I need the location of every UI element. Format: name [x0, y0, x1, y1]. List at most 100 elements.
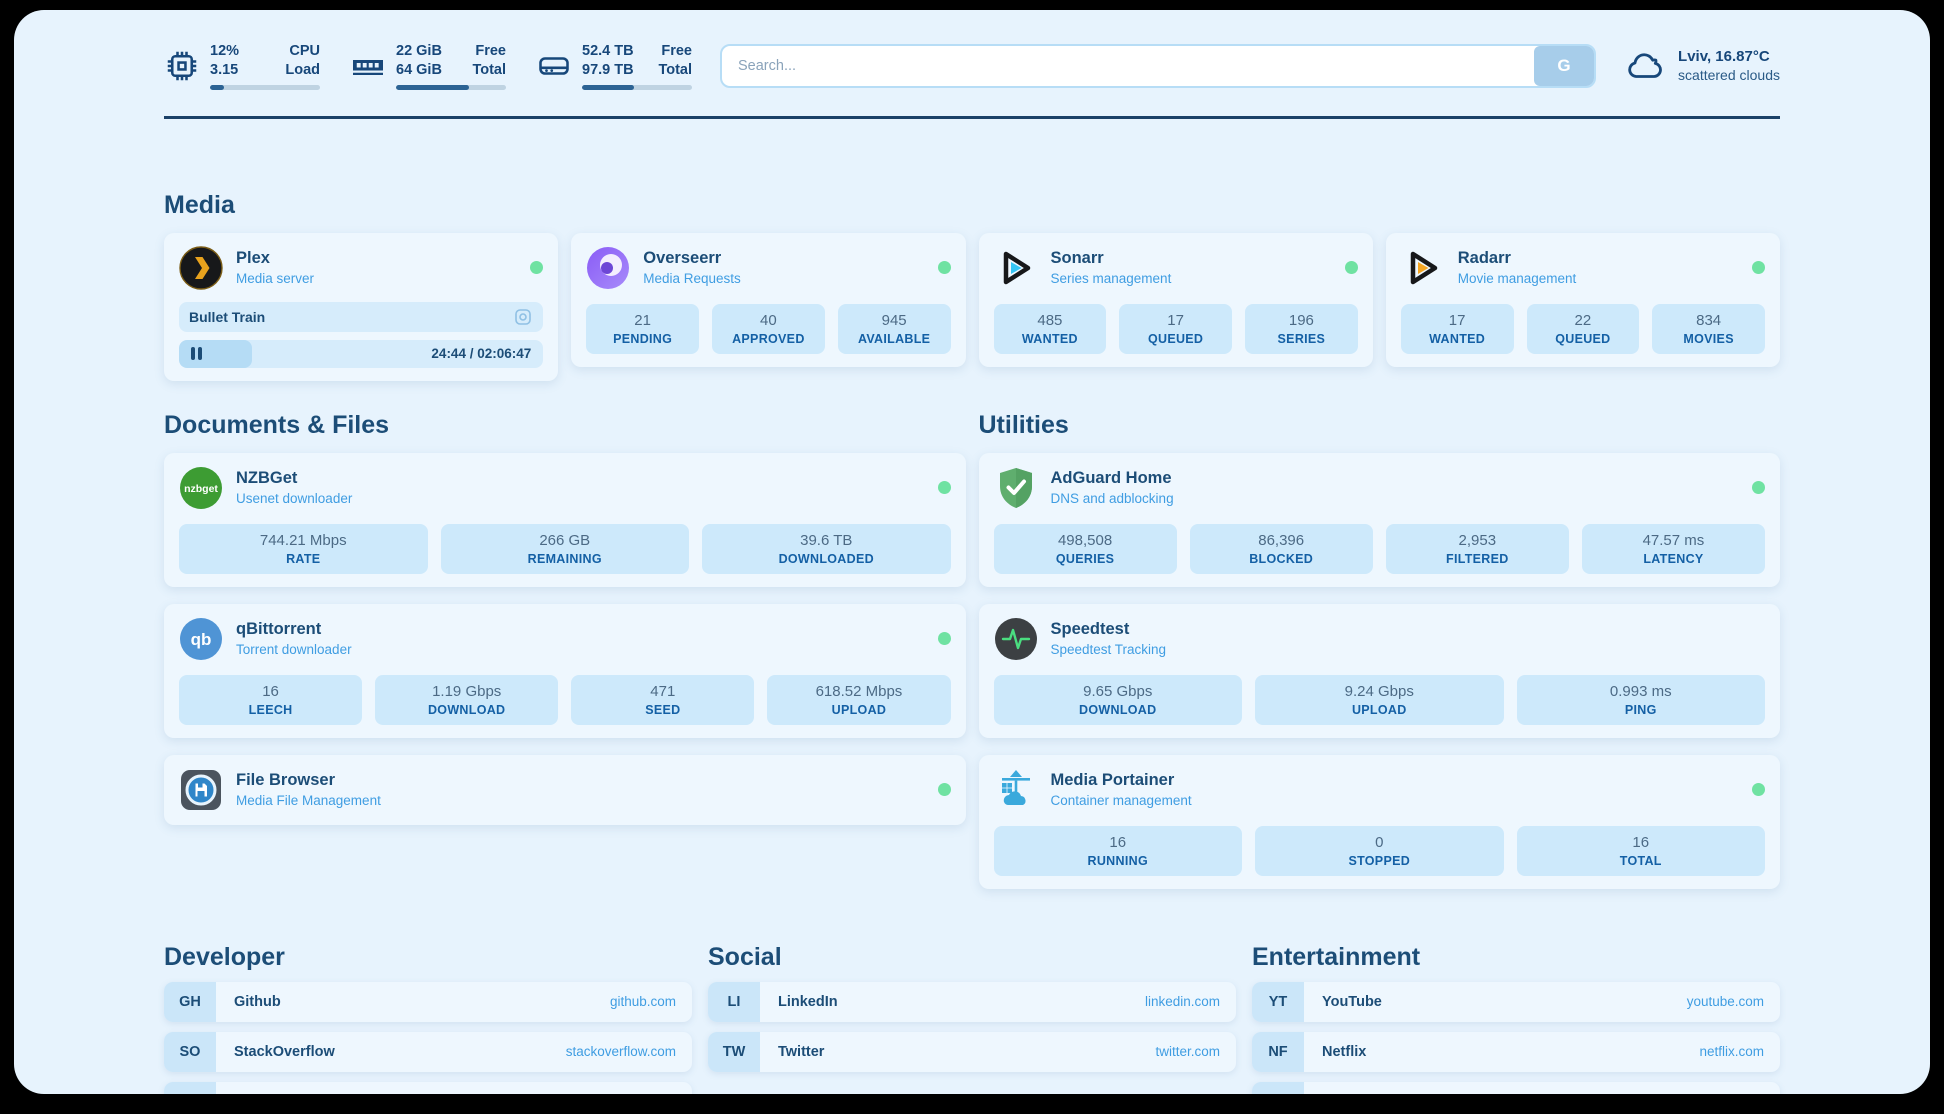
disk-progress-track — [582, 84, 692, 90]
sonarr-status-dot — [1344, 261, 1358, 275]
card-radarr[interactable]: Radarr Movie management 17 WANTED 22 QUEUE… — [1385, 232, 1780, 367]
speedtest-stat-ping: 0.993 ms PING — [1516, 674, 1765, 725]
link-twitter[interactable]: TW Twitter twitter.com — [708, 1031, 1236, 1072]
cpu-progress-fill — [210, 84, 225, 90]
card-overseerr[interactable]: Overseerr Media Requests 21 PENDING 40 APP… — [571, 232, 966, 367]
weather-condition: scattered clouds — [1678, 67, 1780, 84]
utilities-section-title: Utilities — [978, 410, 1069, 439]
portainer-name: Media Portainer — [1050, 771, 1175, 790]
media-section-title: Media — [164, 190, 235, 219]
qbittorrent-icon: qb — [180, 617, 222, 660]
link-netflix[interactable]: NF Netflix netflix.com — [1252, 1031, 1780, 1072]
ram-total-value: 64 GiB — [396, 61, 442, 78]
qbittorrent-stat-leech: 16 LEECH — [179, 674, 363, 725]
sonarr-icon — [1003, 251, 1030, 284]
sonarr-stat-wanted: 485 WANTED — [993, 303, 1107, 354]
pause-icon — [191, 347, 203, 361]
cpu-value-load: 3.15 — [210, 61, 239, 78]
nzbget-stat-remaining: 266 GB REMAINING — [440, 523, 689, 574]
cpu-icon — [167, 51, 197, 81]
header-divider — [164, 115, 1780, 119]
section-documents: Documents & Files nzbget NZBGet Usenet d… — [164, 411, 966, 825]
playback-time: 24:44 / 02:06:47 — [431, 346, 532, 362]
ram-progress-track — [396, 84, 506, 90]
system-stats: 12% CPU 3.15 Load 22 GiB Free 64 GiB Total — [164, 42, 692, 90]
github-badge: GH — [164, 981, 216, 1022]
sonarr-subtitle: Series management — [1050, 271, 1172, 287]
card-plex[interactable]: Plex Media server Bullet Train 24:44 / 0… — [164, 232, 559, 381]
ram-icon — [353, 59, 383, 75]
nzbget-status-dot — [937, 481, 951, 495]
radarr-stat-movies: 834 MOVIES — [1652, 303, 1765, 354]
now-playing-title: Bullet Train — [189, 308, 266, 325]
filebrowser-icon — [181, 769, 221, 810]
weather-location-temp: Lviv, 16.87°C — [1678, 48, 1770, 66]
stackoverflow-badge: SO — [164, 1031, 216, 1072]
qbittorrent-stat-upload: 618.52 Mbps UPLOAD — [767, 674, 951, 725]
radarr-stat-queued: 22 QUEUED — [1526, 303, 1640, 354]
link-stackoverflow[interactable]: SO StackOverflow stackoverflow.com — [164, 1031, 692, 1072]
speedtest-stat-download: 9.65 Gbps DOWNLOAD — [993, 674, 1242, 725]
overseerr-stat-pending: 21 PENDING — [586, 303, 699, 354]
card-sonarr[interactable]: Sonarr Series management 485 WANTED 17 QUE… — [978, 232, 1373, 367]
card-nzbget[interactable]: nzbget NZBGet Usenet downloader 744.21 M… — [164, 452, 966, 587]
nzbget-stat-downloaded: 39.6 TB DOWNLOADED — [702, 523, 951, 574]
adguard-icon — [999, 467, 1032, 508]
link-reddit[interactable]: RE Reddit reddit.com — [1252, 1081, 1780, 1094]
section-social: Social LI LinkedIn linkedin.com TW Twitt… — [708, 943, 1236, 1094]
overseerr-subtitle: Media Requests — [643, 271, 741, 287]
developer-section-title: Developer — [164, 942, 285, 971]
link-github[interactable]: GH Github github.com — [164, 981, 692, 1022]
session-camera-icon[interactable] — [513, 307, 533, 327]
filebrowser-name: File Browser — [236, 771, 336, 790]
plex-name: Plex — [236, 249, 270, 268]
svg-text:nzbget: nzbget — [184, 483, 218, 495]
speedtest-icon — [994, 617, 1037, 660]
reddit-badge: RE — [1252, 1081, 1304, 1094]
speedtest-name: Speedtest — [1050, 620, 1130, 639]
nzbget-name: NZBGet — [236, 469, 298, 488]
dashboard-panel: 12% CPU 3.15 Load 22 GiB Free 64 GiB Total — [14, 10, 1930, 1094]
google-search-button[interactable]: G — [1534, 45, 1595, 86]
plex-icon — [179, 245, 223, 290]
social-section-title: Social — [708, 942, 782, 971]
nzbget-stat-rate: 744.21 Mbps RATE — [179, 523, 428, 574]
search-input[interactable] — [722, 45, 1535, 86]
plex-status-dot — [530, 261, 544, 275]
card-portainer[interactable]: Media Portainer Container management 16 R… — [978, 754, 1780, 889]
adguard-stat-queries: 498,508 QUERIES — [993, 523, 1177, 574]
ram-label1: Free — [475, 43, 506, 59]
qbittorrent-name: qBittorrent — [236, 620, 322, 639]
portainer-status-dot — [1752, 783, 1765, 797]
card-filebrowser[interactable]: File Browser Media File Management — [164, 754, 966, 825]
weather-widget: Lviv, 16.87°C scattered clouds — [1624, 45, 1780, 87]
ram-label2: Total — [472, 61, 506, 78]
section-entertainment: Entertainment YT YouTube youtube.com NF … — [1252, 943, 1780, 1094]
cpu-label2: Load — [285, 61, 320, 78]
plex-subtitle: Media server — [236, 271, 315, 287]
radarr-stat-wanted: 17 WANTED — [1400, 303, 1514, 354]
ram-progress-fill — [396, 84, 469, 90]
card-speedtest[interactable]: Speedtest Speedtest Tracking 9.65 Gbps DO… — [978, 603, 1780, 738]
card-adguard[interactable]: AdGuard Home DNS and adblocking 498,508 Q… — [978, 452, 1780, 587]
cpu-stat: 12% CPU 3.15 Load — [164, 42, 320, 90]
radarr-name: Radarr — [1457, 249, 1511, 268]
cpu-progress-track — [210, 84, 320, 90]
disk-icon — [539, 57, 569, 75]
section-media: Media Plex Media server Bullet Train — [164, 191, 1780, 381]
radarr-subtitle: Movie management — [1457, 271, 1577, 287]
link-linkedin[interactable]: LI LinkedIn linkedin.com — [708, 981, 1236, 1022]
overseerr-stat-approved: 40 APPROVED — [712, 303, 825, 354]
disk-free-value: 52.4 TB — [582, 43, 634, 59]
link-youtube[interactable]: YT YouTube youtube.com — [1252, 981, 1780, 1022]
adguard-stat-blocked: 86,396 BLOCKED — [1189, 523, 1373, 574]
disk-progress-fill — [582, 84, 634, 90]
twitter-badge: TW — [708, 1031, 760, 1072]
qbittorrent-stat-seed: 471 SEED — [571, 674, 755, 725]
qbittorrent-status-dot — [937, 632, 951, 646]
ram-free-value: 22 GiB — [396, 43, 442, 59]
adguard-status-dot — [1752, 481, 1765, 495]
card-qbittorrent[interactable]: qb qBittorrent Torrent downloader 16 LEEC… — [164, 603, 966, 738]
link-dev[interactable]: DT DEV dev.to — [164, 1081, 692, 1094]
ram-stat: 22 GiB Free 64 GiB Total — [350, 42, 506, 90]
